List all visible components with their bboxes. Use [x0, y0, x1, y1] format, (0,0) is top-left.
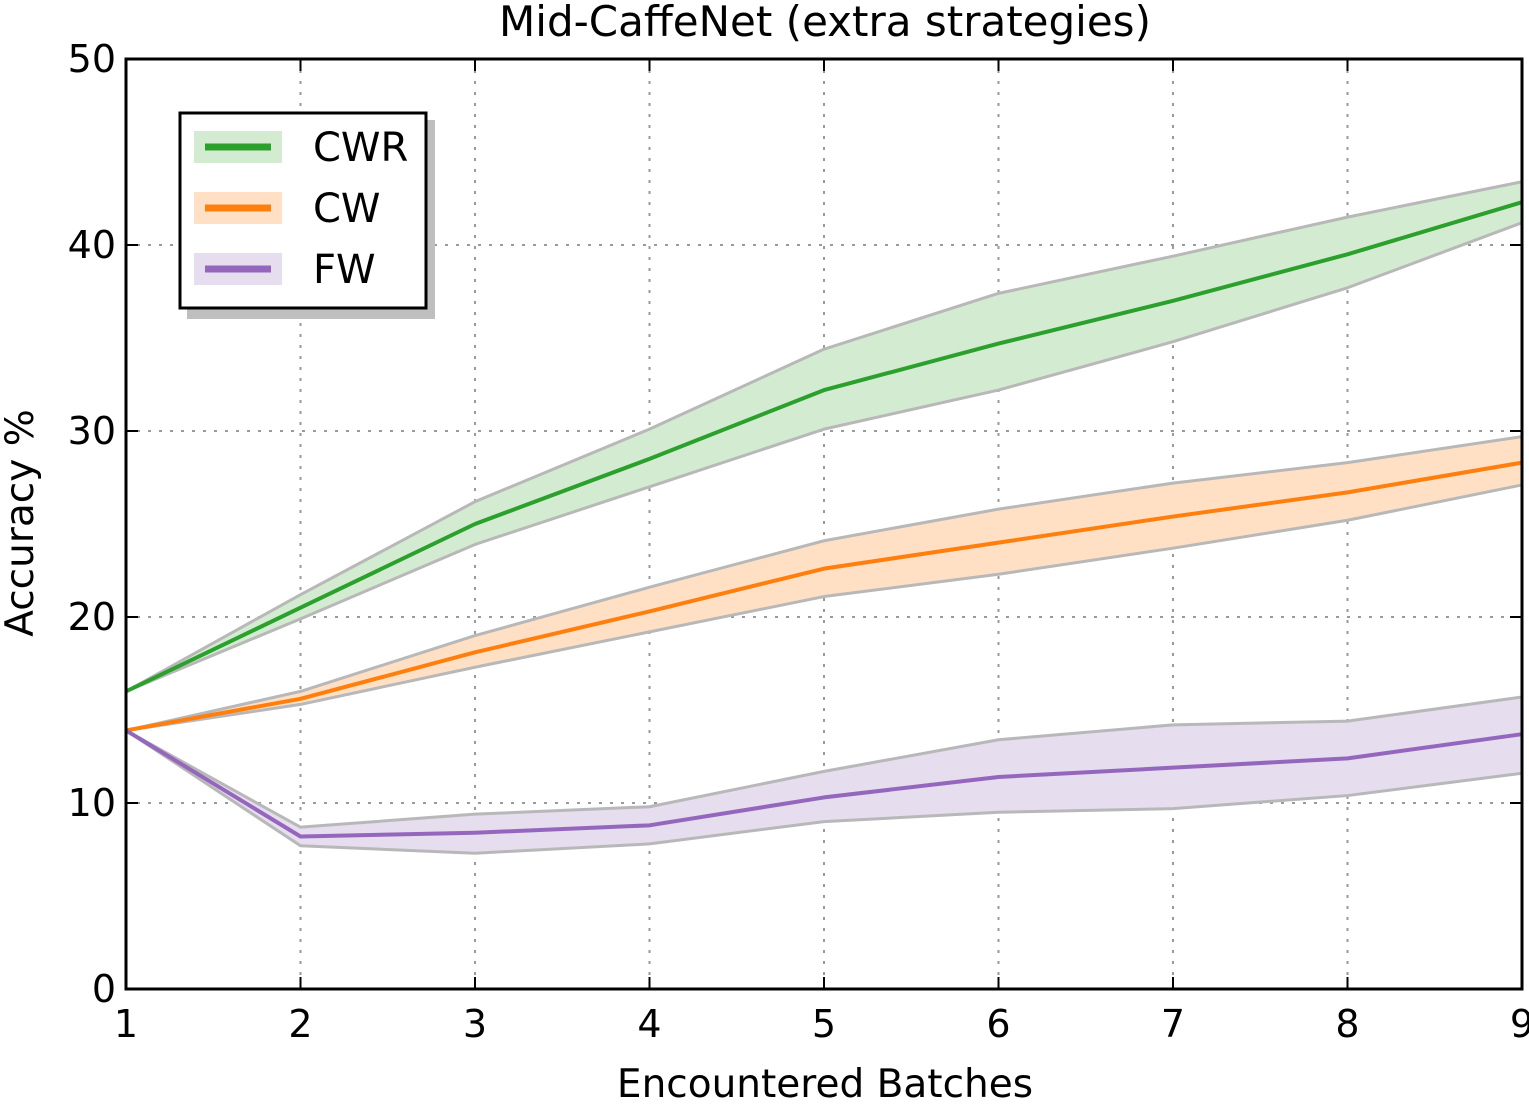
x-tick-label: 1 [114, 1002, 138, 1046]
x-tick-label: 7 [1161, 1002, 1185, 1046]
x-tick-label: 4 [637, 1002, 661, 1046]
y-tick-label: 20 [68, 595, 116, 639]
confidence-bands [124, 180, 1524, 855]
legend-label-fw: FW [313, 247, 376, 293]
x-tick-label: 3 [463, 1002, 487, 1046]
x-tick-label: 5 [812, 1002, 836, 1046]
y-tick-label: 40 [68, 223, 116, 267]
axis-ticks [125, 58, 1523, 990]
y-tick-label: 10 [68, 781, 116, 825]
y-tick-label: 0 [92, 967, 116, 1011]
x-tick-label: 9 [1510, 1002, 1529, 1046]
x-axis-title: Encountered Batches [617, 1062, 1033, 1104]
tick-labels: 1 2 3 4 5 6 7 8 9 0 10 20 30 40 50 [68, 37, 1529, 1046]
x-tick-label: 8 [1335, 1002, 1359, 1046]
legend-label-cw: CW [313, 186, 380, 232]
series-lines [124, 200, 1523, 839]
legend: CWR CW FW [178, 111, 435, 319]
chart-title: Mid-CaffeNet (extra strategies) [499, 0, 1151, 46]
x-tick-label: 2 [288, 1002, 312, 1046]
y-tick-label: 50 [68, 37, 116, 81]
x-tick-label: 6 [986, 1002, 1010, 1046]
legend-label-cwr: CWR [313, 125, 408, 171]
y-axis-title: Accuracy % [0, 409, 43, 637]
y-tick-label: 30 [68, 409, 116, 453]
